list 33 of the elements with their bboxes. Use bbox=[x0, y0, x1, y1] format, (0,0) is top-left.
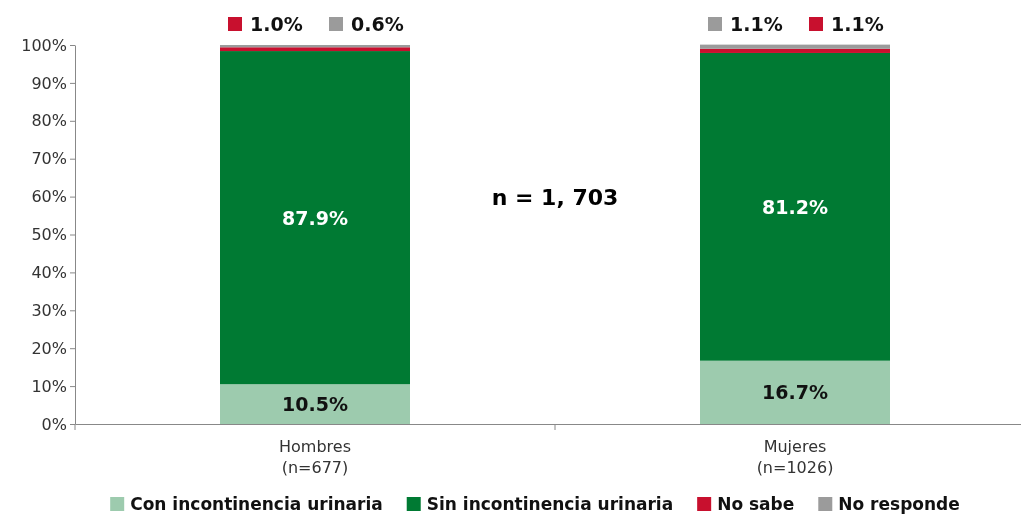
bar bbox=[220, 51, 410, 385]
bar bbox=[700, 48, 890, 53]
y-tick-label: 10% bbox=[31, 376, 67, 396]
y-tick-label: 40% bbox=[31, 263, 67, 283]
y-tick-label: 20% bbox=[31, 338, 67, 358]
data-label: 1.1% bbox=[831, 13, 884, 35]
y-tick-label: 50% bbox=[31, 225, 67, 245]
data-label: 1.1% bbox=[730, 13, 783, 35]
legend-label: No responde bbox=[838, 494, 960, 514]
x-tick-label: Hombres (n=677) bbox=[279, 437, 351, 477]
legend-label: No sabe bbox=[717, 494, 795, 514]
bar bbox=[220, 47, 410, 52]
annotation: n = 1, 703 bbox=[491, 184, 619, 210]
y-tick-label: 100% bbox=[21, 35, 67, 55]
y-tick-label: 0% bbox=[41, 414, 67, 434]
y-tick-label: 30% bbox=[31, 300, 67, 320]
bar bbox=[220, 384, 410, 424]
bar bbox=[700, 360, 890, 424]
x-tick-label: Mujeres (n=1026) bbox=[756, 437, 834, 477]
data-label: 1.0% bbox=[250, 13, 303, 35]
data-label: 81.2% bbox=[762, 195, 828, 218]
data-label: 0.6% bbox=[351, 13, 404, 35]
data-label: 16.7% bbox=[762, 381, 828, 404]
data-label: 10.5% bbox=[282, 393, 348, 416]
legend-label: Con incontinencia urinaria bbox=[130, 494, 383, 514]
y-tick-label: 90% bbox=[31, 73, 67, 93]
y-tick-label: 80% bbox=[31, 111, 67, 131]
data-label: 87.9% bbox=[282, 206, 348, 229]
bar bbox=[700, 44, 890, 49]
y-tick-label: 70% bbox=[31, 149, 67, 169]
legend-label: Sin incontinencia urinaria bbox=[426, 494, 674, 514]
y-tick-label: 60% bbox=[31, 187, 67, 207]
bar bbox=[700, 52, 890, 361]
